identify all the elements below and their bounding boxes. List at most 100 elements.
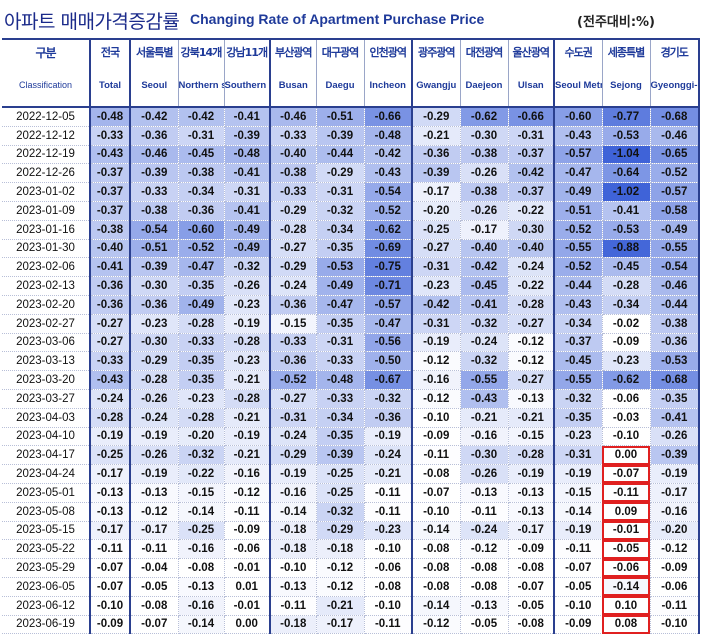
table-cell: -0.40	[90, 239, 131, 259]
table-cell: -0.67	[364, 370, 413, 390]
table-cell: -0.19	[650, 464, 700, 484]
table-cell: -0.13	[90, 483, 131, 503]
row-date: 2023-05-22	[2, 539, 91, 560]
table-row: 2023-04-03 -0.28 -0.24 -0.28 -0.21 -0.31 -0.34…	[2, 408, 700, 428]
table-cell: -0.21	[364, 464, 413, 484]
table-cell: -0.54	[130, 220, 179, 240]
table-row: 2022-12-26 -0.37 -0.39 -0.38 -0.41 -0.38 -0.29…	[2, 163, 700, 184]
table-cell: -0.11	[364, 483, 413, 503]
column-header-english: Gyeonggi-do	[650, 64, 700, 108]
row-date: 2023-03-27	[2, 389, 91, 409]
table-cell: -0.41	[650, 408, 700, 428]
table-cell: -0.40	[460, 239, 509, 259]
table-cell: -0.08	[508, 615, 555, 634]
table-cell: -0.33	[178, 333, 225, 353]
column-header-english: Seoul Metropolitan Area	[554, 64, 603, 108]
table-cell: -0.37	[508, 145, 555, 165]
table-cell: -0.47	[316, 295, 365, 315]
row-date: 2023-01-09	[2, 201, 91, 221]
table-cell: -0.14	[412, 521, 461, 541]
table-row: 2023-03-13 -0.33 -0.29 -0.35 -0.23 -0.36 -0.33…	[2, 351, 700, 372]
table-cell: -0.41	[90, 257, 131, 278]
table-cell: -0.88	[602, 239, 651, 259]
table-cell: -0.23	[178, 389, 225, 409]
table-cell: -0.36	[270, 295, 317, 315]
table-cell: -0.37	[90, 182, 131, 202]
table-cell: -0.19	[508, 464, 555, 484]
table-cell: -0.23	[554, 427, 603, 447]
table-cell: -0.15	[178, 483, 225, 503]
table-cell: -0.24	[364, 445, 413, 466]
table-cell: -0.62	[602, 370, 651, 390]
table-cell: -0.39	[650, 445, 700, 466]
table-cell: -0.24	[90, 389, 131, 409]
table-cell: -0.27	[508, 314, 555, 334]
column-header-korean: 인천광역	[364, 38, 413, 64]
table-cell: -0.09	[554, 615, 603, 634]
table-row: 2023-05-29 -0.07 -0.04 -0.08 -0.01 -0.10 -0.12…	[2, 558, 700, 578]
table-cell: -0.06	[602, 558, 651, 578]
row-date: 2023-01-16	[2, 220, 91, 240]
table-cell: -0.77	[602, 107, 651, 127]
table-cell: -0.68	[650, 107, 700, 127]
table-cell: -0.11	[602, 483, 651, 503]
table-cell: -0.68	[650, 370, 700, 390]
table-cell: -0.16	[224, 464, 271, 484]
column-header-english: Seoul	[130, 64, 179, 108]
table-cell: -0.52	[554, 257, 603, 278]
table-cell: -0.13	[178, 577, 225, 597]
table-row: 2023-01-30 -0.40 -0.51 -0.52 -0.49 -0.27 -0.35…	[2, 239, 700, 259]
table-cell: -0.05	[460, 615, 509, 634]
price-change-table: 구분 전국 서울특별 강북14개 강남11개 부산광역 대구광역 인천광역 광주광역 대전광역 울…	[2, 38, 700, 634]
table-cell: -0.30	[508, 220, 555, 240]
table-cell: -0.40	[270, 145, 317, 165]
table-cell: -0.22	[508, 276, 555, 296]
row-date: 2023-04-17	[2, 445, 91, 466]
table-cell: -0.31	[270, 408, 317, 428]
table-cell: -0.43	[460, 389, 509, 409]
table-cell: -0.38	[460, 145, 509, 165]
column-header-english: Daejeon	[460, 64, 509, 108]
table-cell: -0.24	[270, 276, 317, 296]
column-header-english: Daegu	[316, 64, 365, 108]
table-cell: -0.10	[270, 558, 317, 578]
table-cell: -0.21	[412, 126, 461, 146]
table-cell: -0.53	[316, 257, 365, 278]
table-cell: 0.01	[224, 577, 271, 597]
table-row: 2023-05-22 -0.11 -0.11 -0.16 -0.06 -0.18 -0.18…	[2, 539, 700, 560]
table-cell: -0.52	[270, 370, 317, 390]
table-cell: -0.06	[602, 389, 651, 409]
table-cell: -0.33	[270, 333, 317, 353]
table-cell: -0.12	[316, 577, 365, 597]
table-cell: -0.69	[364, 239, 413, 259]
table-cell: -0.09	[412, 427, 461, 447]
table-cell: -0.07	[412, 483, 461, 503]
table-row: 2023-06-19 -0.09 -0.07 -0.14 0.00 -0.18 -0.17-…	[2, 615, 700, 634]
table-cell: -0.36	[650, 333, 700, 353]
column-header-korean: 광주광역	[412, 38, 461, 64]
row-date: 2022-12-26	[2, 163, 91, 184]
table-cell: -0.29	[270, 445, 317, 466]
table-cell: -0.10	[90, 596, 131, 616]
table-cell: -0.39	[130, 163, 179, 184]
column-header-korean: 세종특별	[602, 38, 651, 64]
table-cell: -0.54	[364, 182, 413, 202]
table-cell: -0.53	[602, 126, 651, 146]
table-cell: -0.58	[650, 201, 700, 221]
table-cell: -0.08	[508, 558, 555, 578]
table-cell: -0.16	[460, 427, 509, 447]
row-date: 2023-02-27	[2, 314, 91, 334]
table-cell: -0.42	[460, 257, 509, 278]
table-cell: -0.24	[130, 408, 179, 428]
table-cell: -0.25	[412, 220, 461, 240]
table-cell: -0.33	[316, 351, 365, 372]
table-cell: -0.54	[650, 257, 700, 278]
table-row: 2023-02-06 -0.41 -0.39 -0.47 -0.32 -0.29 -0.53…	[2, 257, 700, 278]
column-header-korean: 울산광역	[508, 38, 555, 64]
table-cell: -0.12	[460, 539, 509, 560]
table-cell: -0.14	[412, 596, 461, 616]
table-cell: -0.05	[554, 577, 603, 597]
table-cell: -0.34	[316, 220, 365, 240]
table-cell: -0.09	[650, 558, 700, 578]
row-date: 2023-03-20	[2, 370, 91, 390]
